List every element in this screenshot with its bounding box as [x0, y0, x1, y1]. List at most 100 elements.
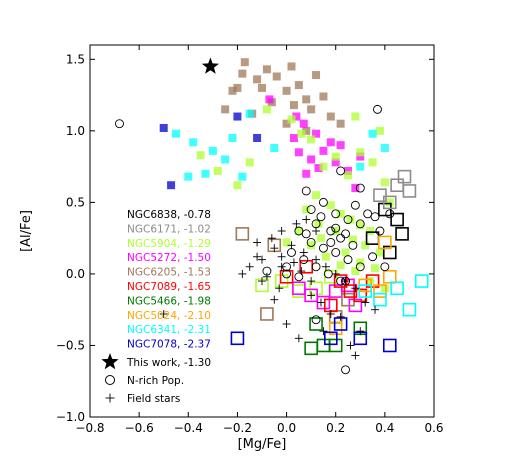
data-point	[253, 75, 262, 84]
data-point	[350, 200, 360, 210]
legend-label-NGC5272: NGC5272, -1.50	[127, 252, 211, 264]
data-point	[358, 284, 373, 298]
data-marks	[115, 57, 429, 375]
data-point	[292, 219, 301, 228]
data-point	[309, 317, 323, 331]
data-point	[368, 252, 378, 262]
data-point	[351, 112, 360, 121]
data-point	[307, 277, 316, 286]
data-point	[323, 298, 338, 313]
data-point	[380, 284, 389, 293]
data-point	[235, 227, 250, 241]
legend-circle-icon	[105, 375, 115, 385]
data-point	[321, 252, 330, 261]
data-point	[306, 237, 316, 247]
data-point	[346, 341, 355, 350]
data-point	[361, 298, 370, 307]
data-point	[348, 240, 358, 250]
data-point	[370, 212, 380, 222]
data-point	[292, 284, 306, 298]
series-NGC5904-filled	[196, 105, 394, 293]
x-tick-label: −0.6	[125, 421, 154, 435]
data-point	[326, 309, 335, 318]
data-point	[307, 291, 316, 300]
data-point	[356, 148, 365, 157]
data-point	[336, 209, 345, 218]
data-point	[351, 351, 360, 360]
data-point	[228, 86, 237, 95]
y-tick-label: 1.5	[66, 52, 85, 66]
data-point	[323, 331, 338, 346]
data-point	[316, 338, 331, 353]
data-point	[287, 241, 296, 250]
x-axis-label: [Mg/Fe]	[238, 437, 287, 452]
data-point	[380, 262, 390, 272]
data-point	[287, 115, 296, 124]
data-point	[343, 215, 353, 225]
series-field-plus	[159, 215, 380, 360]
data-point	[277, 227, 286, 235]
data-point	[159, 123, 168, 132]
legend: NGC6838, -0.78 NGC6171, -1.02 NGC5904, -1.…	[101, 209, 211, 405]
data-point	[287, 62, 296, 71]
data-point	[228, 134, 237, 142]
data-point	[331, 248, 341, 257]
data-point	[282, 320, 291, 328]
data-point	[336, 261, 345, 270]
data-point	[397, 169, 412, 184]
data-point	[314, 219, 323, 228]
data-point	[336, 166, 346, 176]
data-point	[277, 262, 286, 271]
data-point	[258, 277, 266, 286]
series-NGC7078-open	[230, 317, 397, 353]
data-point	[366, 227, 375, 235]
data-point	[201, 169, 210, 178]
data-point	[292, 281, 306, 296]
data-point	[385, 198, 394, 207]
data-point	[275, 284, 284, 293]
data-point	[233, 112, 242, 121]
data-point	[351, 284, 360, 293]
legend-label-circle: N-rich Pop.	[127, 375, 184, 387]
data-point	[312, 227, 321, 235]
data-point	[302, 169, 311, 178]
data-point	[262, 65, 271, 74]
series-n_rich-circle	[115, 104, 395, 375]
legend-label-star: This work, -1.30	[126, 357, 211, 369]
data-point	[309, 281, 323, 296]
data-point	[380, 144, 389, 153]
data-point	[196, 151, 205, 160]
series-NGC6205-filled	[221, 58, 345, 135]
data-point	[373, 284, 387, 298]
data-point	[245, 109, 254, 118]
x-tick-label: −0.8	[75, 421, 104, 435]
series-NGC7078-filled	[159, 112, 262, 190]
legend-label-NGC5024: NGC5024, -2.10	[127, 310, 211, 322]
legend-label-NGC6205: NGC6205, -1.53	[127, 267, 211, 279]
data-point	[395, 227, 409, 241]
data-point	[312, 71, 321, 80]
data-point	[346, 215, 355, 224]
data-point	[344, 171, 352, 180]
data-point	[272, 72, 281, 81]
x-tick-label: 0.4	[375, 421, 394, 435]
data-point	[245, 262, 254, 271]
data-point	[258, 83, 266, 92]
x-tick-label: −0.2	[223, 421, 252, 435]
data-point	[233, 83, 242, 92]
data-point	[356, 152, 365, 161]
data-point	[331, 152, 340, 161]
data-point	[167, 181, 176, 190]
data-point	[366, 277, 375, 286]
data-point	[282, 86, 291, 95]
data-point	[245, 158, 254, 167]
data-point	[301, 186, 311, 196]
data-point	[270, 244, 279, 253]
data-point	[356, 162, 365, 171]
data-point	[326, 237, 336, 247]
data-point	[240, 58, 249, 67]
data-point	[382, 245, 397, 260]
data-point	[371, 264, 380, 273]
